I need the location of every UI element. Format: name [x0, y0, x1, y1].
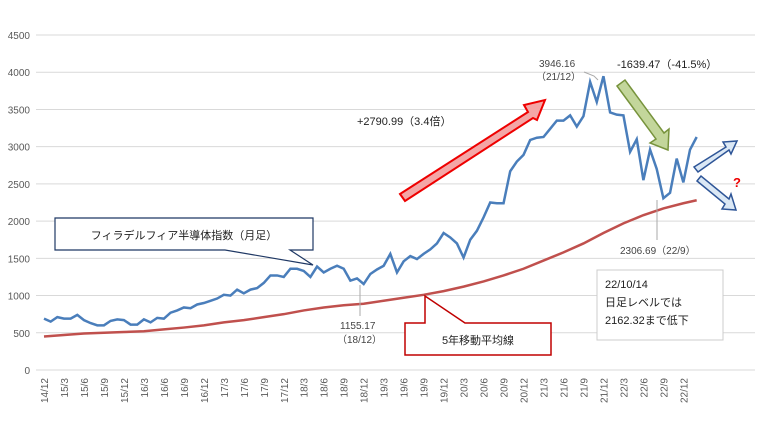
- x-tick-label: 21/12: [599, 378, 610, 403]
- x-tick-label: 17/9: [260, 378, 271, 398]
- x-tick-label: 20/9: [500, 378, 511, 398]
- x-tick-label: 19/12: [440, 378, 451, 403]
- x-tick-label: 18/12: [360, 378, 371, 403]
- x-tick-label: 18/3: [300, 378, 311, 398]
- y-tick-label: 4000: [8, 68, 31, 79]
- y-tick-label: 2000: [8, 217, 31, 228]
- x-tick-label: 20/12: [520, 378, 531, 403]
- down-arrow-icon: [695, 174, 738, 211]
- x-tick-label: 15/12: [120, 378, 131, 403]
- x-tick-label: 17/12: [280, 378, 291, 403]
- x-tick-label: 21/3: [540, 378, 551, 398]
- x-tick-label: 20/6: [480, 378, 491, 398]
- x-tick-label: 20/3: [460, 378, 471, 398]
- ma-callout-text: 5年移動平均線: [442, 333, 514, 347]
- low-2018-date: （18/12）: [337, 334, 382, 346]
- fall-label: -1639.47（-41.5%）: [617, 58, 717, 71]
- x-tick-label: 19/3: [380, 378, 391, 398]
- x-tick-label: 16/6: [160, 378, 171, 398]
- y-tick-label: 1500: [8, 254, 31, 265]
- x-tick-label: 15/6: [80, 378, 91, 398]
- x-tick-label: 17/6: [240, 378, 251, 398]
- y-tick-label: 3500: [8, 105, 31, 116]
- peak-date: （21/12）: [536, 71, 581, 83]
- up-arrow-icon: [692, 140, 739, 174]
- index-line: [43, 75, 698, 327]
- y-tick-label: 2500: [8, 180, 31, 191]
- x-tick-label: 15/9: [100, 378, 111, 398]
- fall-arrow-icon: [615, 78, 670, 152]
- leader-line: [583, 71, 599, 81]
- low-2022-label: 2306.69（22/9）: [620, 245, 696, 257]
- x-tick-label: 16/12: [200, 378, 211, 403]
- x-tick-label: 17/3: [220, 378, 231, 398]
- rise-label: +2790.99（3.4倍）: [357, 114, 451, 128]
- x-tick-label: 16/9: [180, 378, 191, 398]
- x-tick-label: 21/6: [559, 378, 570, 398]
- y-tick-label: 4500: [8, 31, 31, 42]
- x-tick-label: 21/9: [579, 378, 590, 398]
- x-tick-label: 22/6: [639, 378, 650, 398]
- rise-arrow-icon: [398, 98, 547, 203]
- x-tick-label: 16/3: [140, 378, 151, 398]
- x-tick-label: 14/12: [40, 378, 51, 403]
- x-tick-label: 22/3: [619, 378, 630, 398]
- note-line1: 日足レベルでは: [605, 296, 682, 309]
- x-axis: 14/12 15/3 15/6 15/9 15/12 16/3 16/6 16/9 16/12 1…: [40, 378, 690, 403]
- ma-callout: 5年移動平均線: [404, 294, 552, 356]
- index-callout: フィラデルフィア半導体指数（月足）: [54, 217, 314, 266]
- y-axis: 0 500 1000 1500 2000 2500 3000 3500 4000 4500: [8, 31, 31, 377]
- note-box: 22/10/14 日足レベルでは 2162.32まで低下: [596, 269, 724, 341]
- grid: [36, 34, 755, 371]
- index-callout-text: フィラデルフィア半導体指数（月足）: [91, 228, 278, 242]
- low-2018-value: 1155.17: [340, 321, 376, 332]
- x-tick-label: 18/6: [320, 378, 331, 398]
- x-tick-label: 19/9: [420, 378, 431, 398]
- x-tick-label: 15/3: [60, 378, 71, 398]
- x-tick-label: 18/9: [340, 378, 351, 398]
- x-tick-label: 22/12: [679, 378, 690, 403]
- question-mark: ?: [733, 175, 741, 190]
- moving-average-line: [43, 199, 697, 338]
- note-date: 22/10/14: [605, 279, 648, 291]
- note-line2: 2162.32まで低下: [605, 314, 689, 327]
- y-tick-label: 500: [13, 329, 30, 340]
- y-tick-label: 3000: [8, 143, 31, 154]
- x-tick-label: 22/9: [659, 378, 670, 398]
- y-tick-label: 1000: [8, 292, 31, 303]
- x-tick-label: 19/6: [400, 378, 411, 398]
- peak-value: 3946.16: [539, 59, 576, 70]
- y-tick-label: 0: [24, 366, 30, 377]
